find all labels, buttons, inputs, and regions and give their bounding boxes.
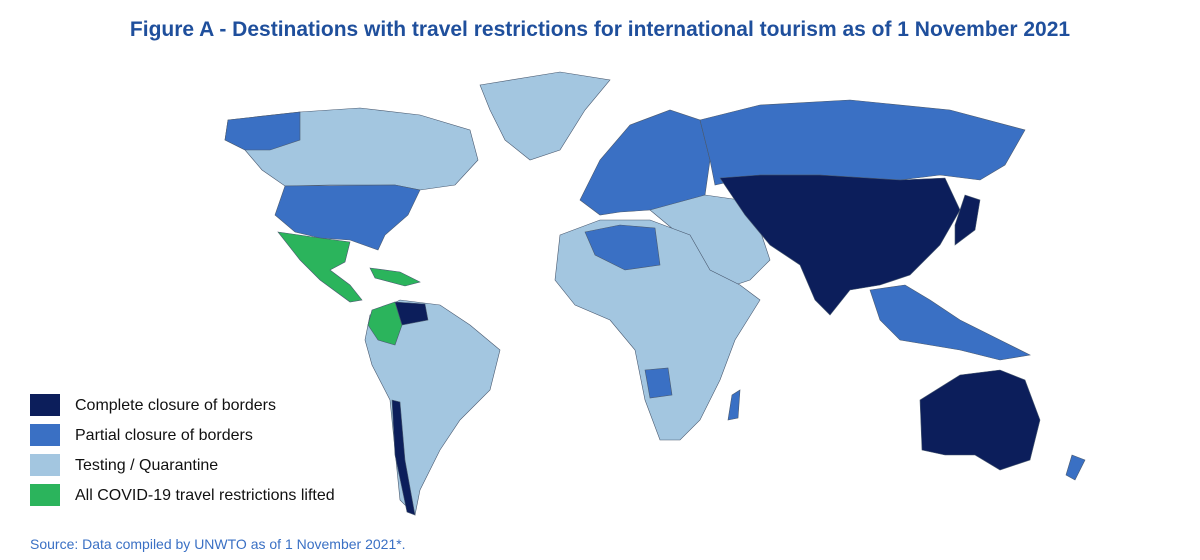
region <box>274 184 421 251</box>
legend-label: Partial closure of borders <box>75 427 253 444</box>
legend-swatch <box>30 424 60 446</box>
legend: Complete closure of borders Partial closu… <box>30 394 335 506</box>
region <box>579 109 711 216</box>
world-map <box>224 71 1086 516</box>
region <box>644 367 673 399</box>
region <box>727 389 741 421</box>
region <box>554 219 761 441</box>
source-note: Source: Data compiled by UNWTO as of 1 N… <box>30 536 406 552</box>
region <box>1065 454 1086 481</box>
legend-label: All COVID-19 travel restrictions lifted <box>75 487 335 504</box>
region <box>869 284 1031 361</box>
region <box>277 231 363 303</box>
title: Figure A - Destinations with travel rest… <box>129 18 1071 41</box>
region <box>369 267 421 287</box>
region <box>719 174 961 316</box>
region <box>391 399 416 516</box>
region <box>699 99 1026 186</box>
region <box>394 301 429 326</box>
legend-swatch <box>30 484 60 506</box>
legend-label: Testing / Quarantine <box>75 457 218 474</box>
region <box>584 224 661 271</box>
region <box>954 194 981 246</box>
region <box>919 369 1041 471</box>
legend-label: Complete closure of borders <box>75 397 276 414</box>
legend-swatch <box>30 394 60 416</box>
region <box>224 111 301 151</box>
region <box>479 71 611 161</box>
legend-swatch <box>30 454 60 476</box>
